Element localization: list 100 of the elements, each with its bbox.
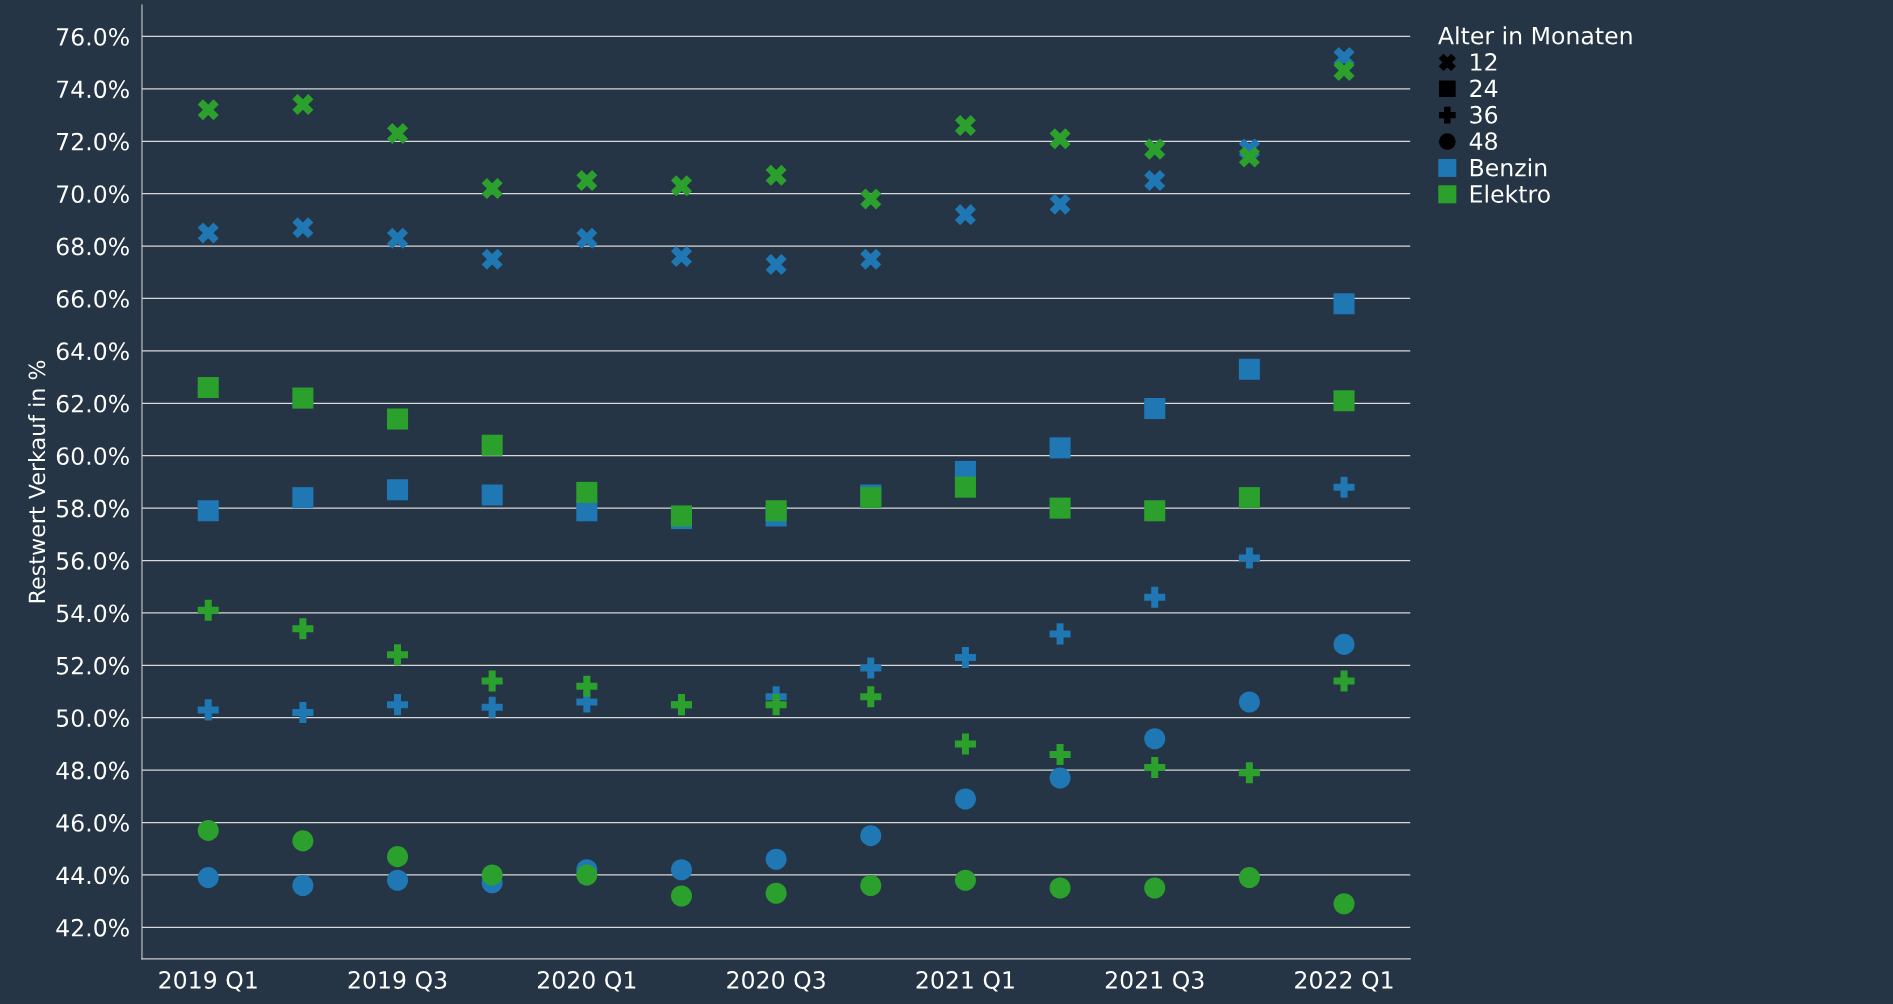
y-tick-label: 44.0% (56, 866, 129, 885)
point (1238, 146, 1260, 168)
point (954, 476, 976, 498)
point (1333, 893, 1355, 915)
y-tick-label: 46.0% (56, 814, 129, 832)
x-tick-label: 2022 Q1 (1295, 971, 1393, 992)
point (954, 788, 976, 810)
point (954, 646, 976, 669)
point (1144, 500, 1166, 522)
y-tick-label: 54.0% (56, 604, 129, 623)
point (197, 599, 219, 621)
y-tick-label: 56.0% (56, 551, 129, 570)
y-tick-label: 62.0% (56, 394, 129, 413)
x-tick-label: 2019 Q1 (159, 971, 257, 992)
point (387, 479, 409, 501)
point (292, 487, 314, 509)
point (1049, 497, 1071, 519)
point (1144, 398, 1166, 420)
point (765, 500, 787, 522)
point (765, 164, 787, 186)
point (1049, 193, 1071, 215)
point (387, 408, 409, 430)
point (860, 248, 882, 270)
point (197, 867, 219, 889)
point (292, 387, 314, 409)
point (197, 222, 219, 244)
point (1333, 293, 1355, 315)
point (1144, 728, 1166, 750)
point (860, 657, 882, 679)
point (292, 94, 314, 116)
y-tick-label: 66.0% (56, 289, 129, 308)
point (1144, 877, 1166, 899)
point (1049, 128, 1071, 150)
point (860, 686, 882, 708)
y-tick-label: 68.0% (56, 237, 129, 256)
point (1049, 877, 1071, 899)
point (481, 864, 503, 886)
y-tick-label: 70.0% (57, 185, 129, 203)
point (481, 177, 503, 199)
point (860, 188, 882, 210)
point (670, 246, 693, 268)
y-tick-label: 72.0% (57, 132, 129, 151)
point (1238, 547, 1260, 569)
point (1144, 757, 1166, 779)
text: 36 (1470, 105, 1498, 124)
x-tick-label: 2020 Q1 (537, 971, 636, 992)
text: 12 (1471, 53, 1497, 71)
point (1333, 633, 1355, 655)
point (1049, 743, 1071, 765)
y-tick-label: 76.0% (57, 27, 129, 46)
point (954, 733, 976, 755)
point (481, 670, 503, 692)
point (292, 830, 314, 852)
y-tick-label: 58.0% (56, 499, 129, 518)
x-tick-label: 2021 Q3 (1105, 971, 1204, 992)
point (1144, 170, 1166, 192)
point (292, 701, 314, 724)
legend-title: Alter in Monaten (1438, 26, 1632, 45)
point (860, 874, 882, 896)
point (481, 248, 503, 270)
x-tick-label: 2019 Q3 (348, 971, 447, 992)
point (387, 644, 409, 666)
point (1333, 670, 1355, 692)
point (670, 175, 693, 197)
point (292, 618, 314, 640)
text: 24 (1470, 79, 1498, 97)
point (387, 846, 409, 868)
y-tick-label: 60.0% (56, 447, 129, 466)
point (954, 869, 976, 891)
y-tick-label: 48.0% (56, 761, 129, 780)
point (387, 227, 409, 249)
x-tick-label: 2020 Q3 (727, 971, 825, 992)
point (954, 204, 976, 226)
point (765, 882, 787, 904)
point (481, 696, 503, 718)
point (197, 500, 219, 522)
point (292, 874, 314, 896)
text: 48 (1469, 132, 1497, 151)
point (860, 825, 882, 847)
point (1238, 867, 1260, 889)
point (197, 699, 219, 721)
legend-label: Elektro (1470, 184, 1550, 203)
point (765, 694, 787, 716)
y-tick-label: 74.0% (57, 80, 129, 99)
point (387, 694, 409, 716)
point (1333, 390, 1355, 412)
point (1238, 691, 1260, 713)
point (1144, 586, 1166, 608)
point (576, 864, 598, 886)
point (481, 484, 503, 506)
point (1238, 487, 1260, 509)
point (1238, 762, 1260, 784)
point (576, 675, 598, 697)
point (1333, 476, 1355, 498)
point (765, 848, 787, 870)
point (197, 99, 219, 121)
y-tick-label: 42.0% (56, 918, 129, 937)
point (576, 481, 598, 503)
point (197, 819, 219, 841)
point (1144, 138, 1166, 160)
